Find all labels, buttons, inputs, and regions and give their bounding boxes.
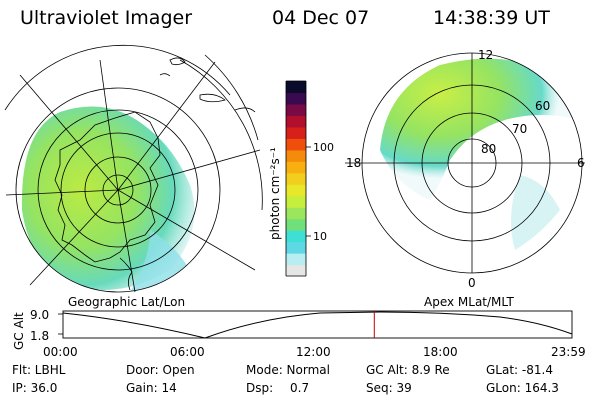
mlt-label-18: 18 bbox=[346, 156, 361, 170]
altitude-curve bbox=[62, 311, 573, 339]
status-glat: GLat: -81.4 bbox=[486, 363, 553, 377]
geo-panel-label: Geographic Lat/Lon bbox=[68, 295, 186, 309]
apex-map-panel: 12 18 6 0 80 70 60 bbox=[345, 48, 585, 290]
colorbar-tick-10: 10 bbox=[313, 230, 327, 243]
geographic-map-panel bbox=[4, 44, 263, 293]
apex-panel-label: Apex MLat/MLT bbox=[424, 295, 514, 309]
colorbar-band bbox=[286, 103, 306, 117]
status-dsp-value: 0.7 bbox=[290, 381, 310, 395]
apex-aurora-oval bbox=[380, 58, 580, 200]
colorbar-band bbox=[286, 230, 306, 243]
colorbar-band bbox=[286, 126, 306, 139]
status-seq: Seq: 39 bbox=[366, 381, 412, 395]
colorbar-unit-label: photon cm⁻²s⁻¹ bbox=[268, 147, 282, 240]
coastline bbox=[54, 111, 161, 263]
colorbar-band bbox=[286, 81, 306, 94]
colorbar-band bbox=[286, 218, 306, 231]
date-label: 04 Dec 07 bbox=[272, 7, 370, 29]
colorbar-band bbox=[286, 207, 306, 220]
mlt-label-12: 12 bbox=[478, 48, 493, 62]
status-gain: Gain: 14 bbox=[126, 381, 177, 395]
xtick-00: 00:00 bbox=[43, 345, 78, 359]
colorbar-band bbox=[286, 138, 306, 151]
status-door: Door: Open bbox=[126, 363, 195, 377]
colorbar-band bbox=[286, 241, 306, 254]
xtick-06: 06:00 bbox=[170, 345, 205, 359]
status-gc-alt: GC Alt: 8.9 Re bbox=[366, 363, 450, 377]
colorbar-tick-100: 100 bbox=[313, 141, 334, 154]
alt-ytick-9: 9.0 bbox=[30, 308, 50, 322]
colorbar bbox=[286, 81, 306, 277]
xtick-12: 12:00 bbox=[296, 345, 331, 359]
instrument-title: Ultraviolet Imager bbox=[20, 7, 193, 29]
alt-ytick-1-8: 1.8 bbox=[30, 329, 50, 343]
status-dsp-label: Dsp: bbox=[246, 381, 274, 395]
altitude-ylabel: GC Alt bbox=[12, 312, 26, 350]
colorbar-band bbox=[286, 184, 306, 197]
mlt-label-0: 0 bbox=[468, 276, 476, 290]
colorbar-band bbox=[286, 172, 306, 185]
altitude-plot bbox=[58, 310, 573, 339]
colorbar-band bbox=[286, 253, 306, 266]
colorbar-band bbox=[286, 92, 306, 105]
mlat-label-60: 60 bbox=[535, 99, 550, 113]
xtick-2359: 23:59 bbox=[551, 345, 586, 359]
mlat-label-70: 70 bbox=[512, 122, 527, 136]
colorbar-band bbox=[286, 115, 306, 128]
status-mode: Mode: Normal bbox=[246, 363, 330, 377]
mlt-label-6: 6 bbox=[577, 156, 585, 170]
mlat-label-80: 80 bbox=[481, 142, 496, 156]
colorbar-band bbox=[286, 195, 306, 208]
xtick-18: 18:00 bbox=[423, 345, 458, 359]
time-label: 14:38:39 UT bbox=[433, 7, 550, 29]
colorbar-band bbox=[286, 149, 306, 162]
colorbar-band bbox=[286, 264, 306, 277]
apex-aurora-fringe bbox=[511, 175, 560, 250]
status-glon: GLon: 164.3 bbox=[486, 381, 559, 395]
status-ip: IP: 36.0 bbox=[12, 381, 58, 395]
status-filter: Flt: LBHL bbox=[12, 363, 66, 377]
colorbar-band bbox=[286, 161, 306, 174]
